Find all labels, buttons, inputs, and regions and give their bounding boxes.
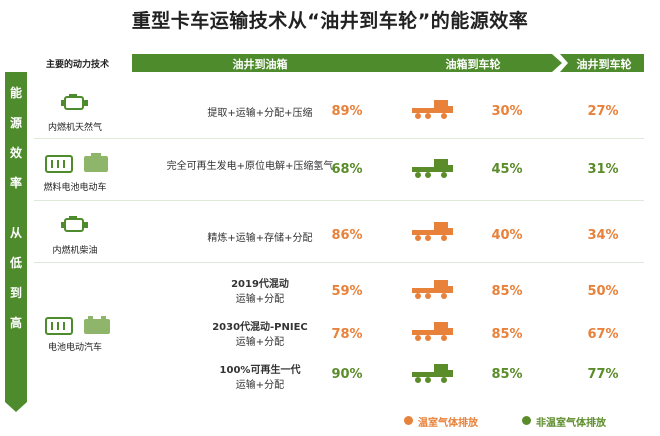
row-divider [34, 138, 644, 139]
legend-dot-non-ghg [522, 416, 531, 425]
truck-icon [412, 322, 453, 341]
side-label-4: 从 [9, 226, 22, 240]
tank-to-wheel-pct: 85% [491, 284, 523, 299]
legend-dot-ghg [404, 416, 413, 425]
bev-sub-title: 2019代混动 [231, 279, 289, 290]
row-divider [34, 262, 644, 263]
well-to-wheel-pct: 50% [587, 284, 619, 299]
truck-icon [412, 280, 453, 299]
legend-non-ghg: 非温室气体排放 [536, 418, 606, 429]
well-to-wheel-pct: 77% [587, 367, 619, 382]
process-text: 运输+分配 [235, 294, 285, 305]
well-to-wheel-pct: 31% [587, 162, 619, 177]
well-to-tank-pct: 86% [331, 228, 363, 243]
legend-ghg: 温室气体排放 [418, 418, 478, 429]
header-col0: 主要的动力技术 [46, 60, 110, 70]
well-to-wheel-pct: 27% [587, 104, 619, 119]
side-label-3: 率 [9, 176, 22, 190]
truck-icon [412, 364, 453, 383]
efficiency-arrow [5, 72, 27, 412]
tank-to-wheel-pct: 40% [491, 228, 523, 243]
row-label-diesel: 内燃机柴油 [52, 246, 98, 256]
row-label-bev: 电池电动汽车 [47, 343, 102, 353]
well-to-wheel-pct: 34% [587, 228, 619, 243]
side-label-5: 低 [9, 256, 22, 270]
tank-to-wheel-pct: 85% [491, 367, 523, 382]
header-col2: 油箱到车轮 [445, 58, 501, 71]
truck-icon [412, 222, 453, 241]
well-to-wheel-pct: 67% [587, 327, 619, 342]
tank-to-wheel-pct: 30% [491, 104, 523, 119]
side-label-2: 效 [9, 146, 22, 160]
process-text: 运输+分配 [235, 380, 285, 391]
well-to-tank-pct: 78% [331, 327, 363, 342]
process-text: 精炼+运输+存储+分配 [207, 233, 313, 244]
header-banner-b [560, 54, 644, 72]
truck-icon [412, 100, 453, 119]
truck-icon [412, 159, 453, 178]
well-to-tank-pct: 89% [331, 104, 363, 119]
tank-to-wheel-pct: 45% [491, 162, 523, 177]
side-label-7: 高 [9, 316, 22, 330]
page-title: 重型卡车运输技术从“油井到车轮”的能源效率 [131, 10, 529, 32]
side-label-0: 能 [9, 86, 22, 100]
row-label-fuel-cell: 燃料电池电动车 [43, 183, 107, 193]
side-label-1: 源 [9, 116, 22, 130]
header-col1: 油井到油箱 [232, 58, 288, 71]
well-to-tank-pct: 68% [331, 162, 363, 177]
side-label-6: 到 [9, 286, 22, 300]
tank-to-wheel-pct: 85% [491, 327, 523, 342]
bev-sub-title: 100%可再生一代 [219, 365, 301, 376]
process-text: 运输+分配 [235, 337, 285, 348]
well-to-tank-pct: 90% [331, 367, 363, 382]
fuel-cell-icon [45, 153, 108, 173]
engine-icon [61, 216, 88, 232]
process-text: 提取+运输+分配+压缩 [207, 108, 313, 119]
process-text: 完全可再生发电+原位电解+压缩氢气 [166, 161, 334, 172]
engine-icon [61, 94, 88, 110]
battery-icon [45, 316, 110, 335]
row-divider [34, 200, 644, 201]
well-to-tank-pct: 59% [331, 284, 363, 299]
header-col3: 油井到车轮 [576, 58, 632, 71]
row-label-natural-gas: 内燃机天然气 [47, 123, 102, 133]
bev-sub-title: 2030代混动-PNIEC [212, 322, 308, 333]
header-banner-a [132, 54, 562, 72]
